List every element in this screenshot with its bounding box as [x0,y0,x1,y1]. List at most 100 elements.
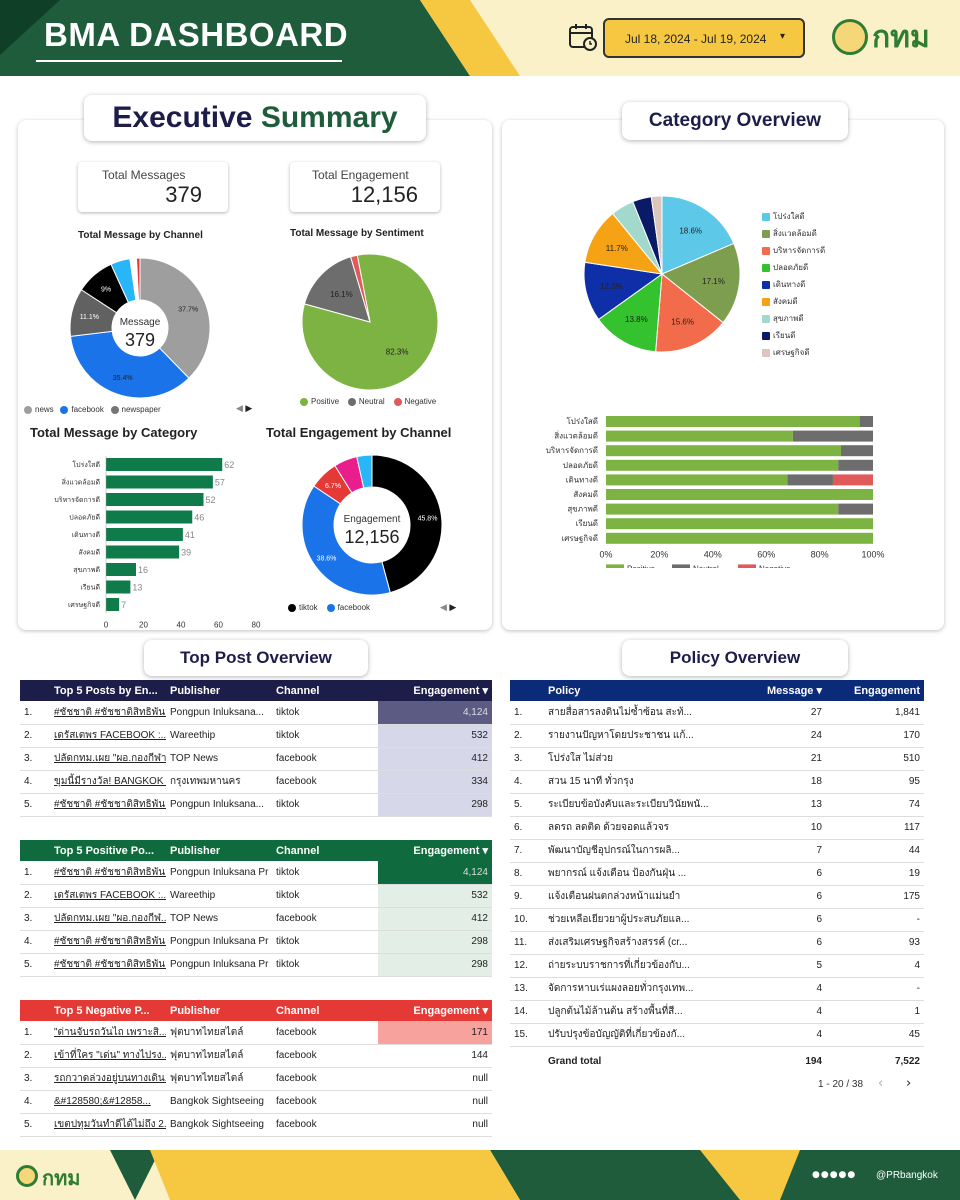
bar[interactable] [106,510,193,524]
table-row[interactable]: 5. เขตปทุมวันทำดีได้ไม่ถึง 2... Bangkok Si… [20,1113,492,1137]
stacked-bar-segment[interactable] [606,532,873,544]
table-row[interactable]: 3. ปลัดกทม.เผย "ผอ.กองกีฬ... TOP News faceb… [20,907,492,931]
column-header[interactable]: Engagement [826,680,924,701]
pie-slice[interactable] [139,257,211,379]
column-header[interactable]: Engagement ▾ [378,840,492,861]
table-row[interactable]: 1. สายสื่อสารลงดินไม่ซ้ำซ้อน สะท้... 27 1,8… [510,701,924,725]
stacked-bar-segment[interactable] [838,459,873,471]
column-header[interactable]: Top 5 Positive Po... [50,840,166,861]
column-header[interactable]: Engagement ▾ [378,1000,492,1021]
post-link[interactable]: ปลัดกทม.เผย "ผอ.กองกีฬา"... [50,747,166,771]
table-row[interactable]: 12. ถ่ายระบบราชการที่เกี่ยวข้องกับ... 5 4 [510,954,924,978]
pie-slice[interactable] [349,254,371,323]
stacked-bar-segment[interactable] [606,416,860,427]
pie-slice[interactable] [597,272,663,353]
table-row[interactable]: 8. พยากรณ์ แจ้งเตือน ป้องกันฝุ่น ... 6 19 [510,862,924,886]
post-link[interactable]: #ชัชชาติ #ชัชชาติสิทธิพัน... [50,861,166,885]
table-row[interactable]: 7. พัฒนาบัญชีอุปกรณ์ในการผลิ... 7 44 [510,839,924,863]
bar[interactable] [106,545,180,559]
table-row[interactable]: 4. #ชัชชาติ #ชัชชาติสิทธิพัน... Pongpun In… [20,930,492,954]
table-row[interactable]: 2. เดรัสเตพร FACEBOOK :... Wareethip tiktok… [20,724,492,748]
bar[interactable] [106,475,213,489]
table-row[interactable]: 6. ลดรถ ลดติด ด้วยจอดแล้วจร 10 117 [510,816,924,840]
pie-slice[interactable] [69,330,190,399]
column-header[interactable]: Channel [272,1000,378,1021]
table-row[interactable]: 1. #ชัชชาติ #ชัชชาติสิทธิพัน... Pongpun In… [20,861,492,885]
column-header[interactable]: Policy [544,680,716,701]
column-header[interactable]: Message ▾ [716,680,826,701]
pie-slice[interactable] [135,257,141,301]
table-row[interactable]: 5.#ชัชชาติ #ชัชชาติสิทธิพันธุ์...Pongpun… [20,793,492,817]
post-link[interactable]: #ชัชชาติ #ชัชชาติสิทธิพัน... [50,930,166,954]
stacked-bar-segment[interactable] [832,474,873,486]
bar[interactable] [106,528,183,541]
stacked-bar-segment[interactable] [606,474,788,486]
stacked-bar-segment[interactable] [606,445,841,457]
table-row[interactable]: 2. เข้าที่ใคร "เด่น" ทางไปรง... ฟุตบาทไทยส… [20,1044,492,1068]
table-row[interactable]: 1.#ชัชชาติ #ชัชชาติสิทธิพันธุ์...Pongpun… [20,701,492,725]
column-header[interactable]: Channel [272,680,378,701]
table-row[interactable]: 14. ปลูกต้นไม้ล้านต้น สร้างพื้นที่สี... 4 1 [510,1000,924,1024]
calendar-icon[interactable] [568,22,598,52]
table-row[interactable]: 1. "ด่านจับรถวันไถ เพราะสิ... ฟุตบาทไทยสไต… [20,1021,492,1045]
pie-slice[interactable] [303,256,371,323]
post-link[interactable]: #ชัชชาติ #ชัชชาติสิทธิพัน... [50,953,166,977]
bar[interactable] [106,598,120,611]
table-row[interactable]: 4. ขุมนี้มีรางวัล! BANGKOK ... กรุงเทพมหาน… [20,770,492,794]
table-row[interactable]: 3. โปร่งใส ไม่ส่วย 21 510 [510,747,924,771]
post-link[interactable]: ปลัดกทม.เผย "ผอ.กองกีฬ... [50,907,166,931]
table-row[interactable]: 11. ส่งเสริมเศรษฐกิจสร้างสรรค์ (cr... 6 93 [510,931,924,955]
prev-page-button[interactable]: ‹ [878,1076,884,1091]
table-row[interactable]: 9. แจ้งเตือนฝนตกล่วงหน้าแม่นยำ 6 175 [510,885,924,909]
column-header[interactable]: Publisher [166,680,272,701]
stacked-bar-segment[interactable] [606,518,873,530]
column-header[interactable]: Publisher [166,1000,272,1021]
legend-page-arrows[interactable]: ◀ ▶ [236,403,253,413]
table-row[interactable]: 5. ระเบียบข้อบังคับและระเบียบวินัยพนั... 1… [510,793,924,817]
stacked-bar-segment[interactable] [792,430,873,442]
next-page-button[interactable]: › [906,1076,912,1091]
table-row[interactable]: 13. จัดการหาบเร่แผงลอยทั่วกรุงเทพ... 4- [510,977,924,1001]
pie-slice[interactable] [301,485,391,596]
post-link[interactable]: #ชัชชาติ #ชัชชาติสิทธิพันธุ์... [50,793,166,817]
stacked-bar-segment[interactable] [606,503,839,515]
post-link[interactable]: เขตปทุมวันทำดีได้ไม่ถึง 2... [50,1113,166,1137]
table-row[interactable]: 2. เดรัสเตพร FACEBOOK :... Wareethip tiktok… [20,884,492,908]
stacked-bar-segment[interactable] [606,489,873,500]
table-row[interactable]: 4. สวน 15 นาที ทั่วกรุง 18 95 [510,770,924,794]
column-header[interactable]: Publisher [166,840,272,861]
post-link[interactable]: เข้าที่ใคร "เด่น" ทางไปรง... [50,1044,166,1068]
post-link[interactable]: รถกวาดล่วงอยู่บนทางเดิน... [50,1067,166,1091]
table-row[interactable]: 5. #ชัชชาติ #ชัชชาติสิทธิพัน... Pongpun In… [20,953,492,977]
table-row[interactable]: 4. &#128580;&#12858... Bangkok Sightseeing… [20,1090,492,1114]
table-row[interactable]: 10. ช่วยเหลือเยียวยาผู้ประสบภัยแล... 6- [510,908,924,932]
column-header[interactable]: Top 5 Negative P... [50,1000,166,1021]
bar[interactable] [106,580,131,594]
pie-slice[interactable] [583,261,664,321]
pie-slice[interactable] [661,242,741,324]
post-link[interactable]: ขุมนี้มีรางวัล! BANGKOK ... [50,770,166,794]
pie-slice[interactable] [650,195,663,275]
post-link[interactable]: &#128580;&#12858... [50,1090,166,1114]
stacked-bar-segment[interactable] [840,445,873,457]
bar[interactable] [106,493,204,506]
post-link[interactable]: เดรัสเตพร FACEBOOK :... [50,884,166,908]
stacked-bar-segment[interactable] [606,430,793,442]
stacked-bar-segment[interactable] [606,459,839,471]
post-link[interactable]: #ชัชชาติ #ชัชชาติสิทธิพันธุ์... [50,701,166,725]
pie-slice[interactable] [655,273,724,353]
bar[interactable] [106,458,223,471]
stacked-bar-segment[interactable] [787,474,833,486]
legend-page-arrows[interactable]: ◀ ▶ [440,602,457,612]
table-row[interactable]: 2. รายงานปัญหาโดยประชาชน แก้... 24 170 [510,724,924,748]
table-row[interactable]: 3. ปลัดกทม.เผย "ผอ.กองกีฬา"... TOP News fac… [20,747,492,771]
bar[interactable] [106,563,136,576]
post-link[interactable]: "ด่านจับรถวันไถ เพราะสิ... [50,1021,166,1045]
stacked-bar-segment[interactable] [838,503,873,515]
column-header[interactable]: Engagement ▾ [378,680,492,701]
column-header[interactable]: Channel [272,840,378,861]
column-header[interactable]: Top 5 Posts by En... [50,680,166,701]
table-row[interactable]: 3. รถกวาดล่วงอยู่บนทางเดิน... ฟุตบาทไทยสไต… [20,1067,492,1091]
stacked-bar-segment[interactable] [859,416,873,427]
pie-slice[interactable] [661,195,735,275]
